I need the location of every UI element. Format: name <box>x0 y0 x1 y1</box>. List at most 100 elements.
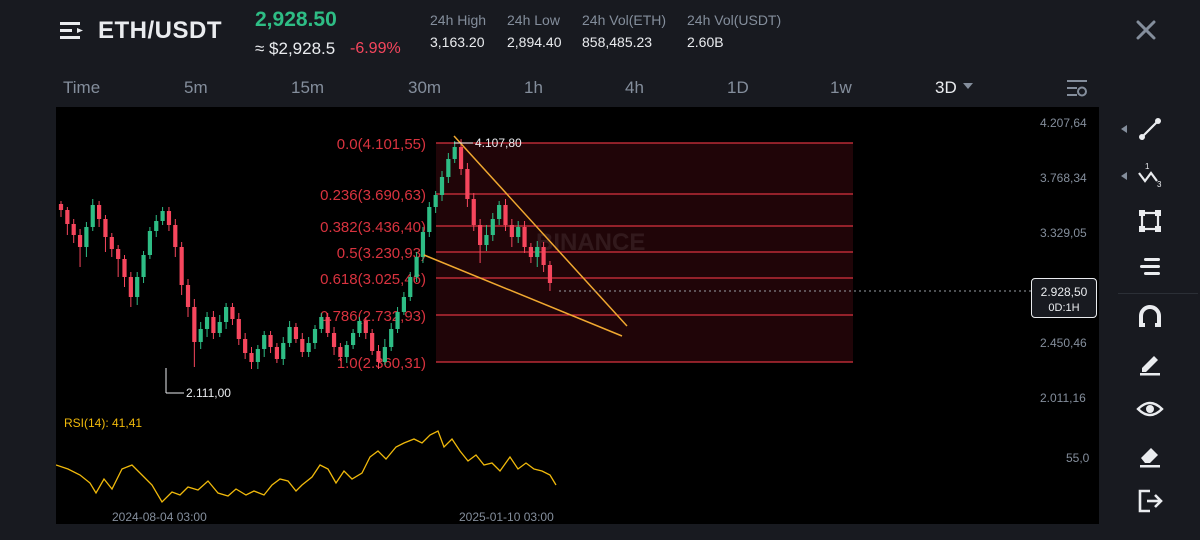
tab-30m[interactable]: 30m <box>408 78 442 97</box>
candle <box>522 227 527 247</box>
watermark: BINANCE <box>536 229 645 256</box>
rsi-label: RSI(14): 41,41 <box>64 416 142 430</box>
candle <box>490 219 495 235</box>
candle <box>484 235 489 245</box>
menu-icon[interactable] <box>60 20 86 42</box>
candle <box>274 347 279 359</box>
current-price-tag: 2.928,50 0D:1H <box>1031 278 1097 318</box>
tab-5m[interactable]: 5m <box>184 78 208 97</box>
candle <box>90 205 95 227</box>
candle <box>217 322 222 333</box>
candle <box>547 265 553 283</box>
fib-level-label: 0.618(3.025,46) <box>320 271 426 288</box>
rectangle-icon[interactable] <box>1136 207 1164 235</box>
candle <box>414 257 419 277</box>
candle <box>160 211 165 221</box>
candle <box>351 333 356 345</box>
stat-value: 2.60B <box>687 34 724 50</box>
stat-24h-vol-eth: 24h Vol(ETH) 858,485.23 <box>582 12 666 50</box>
stat-value: 2,894.40 <box>507 34 562 50</box>
candle <box>376 351 381 362</box>
candle <box>243 339 248 353</box>
expand-arrow-icon[interactable] <box>1121 125 1127 133</box>
toolbar-divider <box>1118 293 1198 294</box>
eye-icon[interactable] <box>1136 395 1164 423</box>
close-icon[interactable] <box>1132 16 1160 44</box>
fib-level-label: 0.786(2.732,93) <box>320 308 426 325</box>
candle-countdown: 0D:1H <box>1048 302 1080 314</box>
candle <box>370 333 375 351</box>
candle <box>211 317 216 333</box>
candle <box>427 207 432 232</box>
stat-value: 858,485.23 <box>582 34 653 50</box>
trendline-upper[interactable] <box>453 135 628 327</box>
text-lines-icon[interactable] <box>1136 253 1164 281</box>
fib-level-label: 0.236(3.690,63) <box>320 187 426 204</box>
tab-15m[interactable]: 15m <box>291 78 325 97</box>
candle <box>478 225 483 245</box>
candle <box>65 210 70 224</box>
header: ETH/USDT 2,928.50 ≈ $2,928.5 -6.99% 24h … <box>0 0 1200 68</box>
tab-1d[interactable]: 1D <box>727 78 749 97</box>
candle <box>58 204 64 210</box>
fib-wave-icon[interactable]: 1 3 <box>1136 161 1164 189</box>
candle <box>179 247 184 285</box>
candle <box>116 249 121 259</box>
stat-24h-vol-usdt: 24h Vol(USDT) 2.60B <box>687 12 781 50</box>
candle <box>497 205 502 219</box>
candle <box>389 329 394 347</box>
candle <box>224 307 229 322</box>
chevron-down-icon[interactable] <box>963 82 973 90</box>
candle <box>71 224 76 235</box>
candle <box>77 235 83 247</box>
candle <box>236 319 241 339</box>
candle <box>293 327 299 339</box>
candle <box>541 247 546 265</box>
candle <box>268 335 273 347</box>
candle <box>458 147 464 169</box>
expand-arrow-icon[interactable] <box>1121 172 1127 180</box>
chart-area[interactable]: 0.0(4.101,55) 0.236(3.690,63) 0.382(3.436,… <box>56 107 1099 524</box>
candle <box>192 307 197 342</box>
tab-1h[interactable]: 1h <box>524 78 543 97</box>
trendline-lower[interactable] <box>423 254 623 337</box>
tab-4h[interactable]: 4h <box>625 78 644 97</box>
candle <box>262 335 267 349</box>
current-price-value: 2.928,50 <box>1040 285 1088 299</box>
candle <box>331 333 337 347</box>
stat-label: 24h Vol(ETH) <box>582 12 667 28</box>
y-axis-label: 2.450,46 <box>1040 336 1087 350</box>
stat-24h-low: 24h Low 2,894.40 <box>507 12 562 50</box>
magnet-icon[interactable] <box>1136 303 1164 331</box>
candle <box>173 225 178 247</box>
pair-title[interactable]: ETH/USDT <box>98 17 222 44</box>
candle <box>395 312 400 329</box>
tab-3d[interactable]: 3D <box>935 78 957 97</box>
stat-24h-high: 24h High 3,163.20 <box>430 12 486 50</box>
fib-level-label: 1.0(2.360,31) <box>337 355 426 372</box>
candle <box>535 247 540 257</box>
candle <box>338 347 343 357</box>
candle <box>122 259 127 277</box>
tab-time[interactable]: Time <box>63 78 101 97</box>
fib-level-label: 0.0(4.101,55) <box>337 136 426 153</box>
tab-1w[interactable]: 1w <box>830 78 852 97</box>
indicator-settings-icon[interactable] <box>1066 78 1088 98</box>
change-percent: -6.99% <box>350 40 401 57</box>
trend-line-icon[interactable] <box>1136 115 1164 143</box>
candle <box>147 231 152 255</box>
candle <box>420 232 426 257</box>
eraser-icon[interactable] <box>1136 441 1164 469</box>
candle <box>452 147 457 159</box>
candle <box>300 339 305 352</box>
svg-text:3: 3 <box>1157 180 1162 189</box>
pencil-icon[interactable] <box>1136 349 1164 377</box>
candle <box>319 317 324 329</box>
candle <box>433 195 438 207</box>
candle <box>446 159 451 177</box>
exit-icon[interactable] <box>1136 487 1164 515</box>
svg-text:1: 1 <box>1145 162 1150 171</box>
candle <box>465 169 470 199</box>
candle <box>401 297 406 312</box>
candlestick-chart[interactable]: 0.0(4.101,55) 0.236(3.690,63) 0.382(3.436,… <box>56 107 1099 524</box>
